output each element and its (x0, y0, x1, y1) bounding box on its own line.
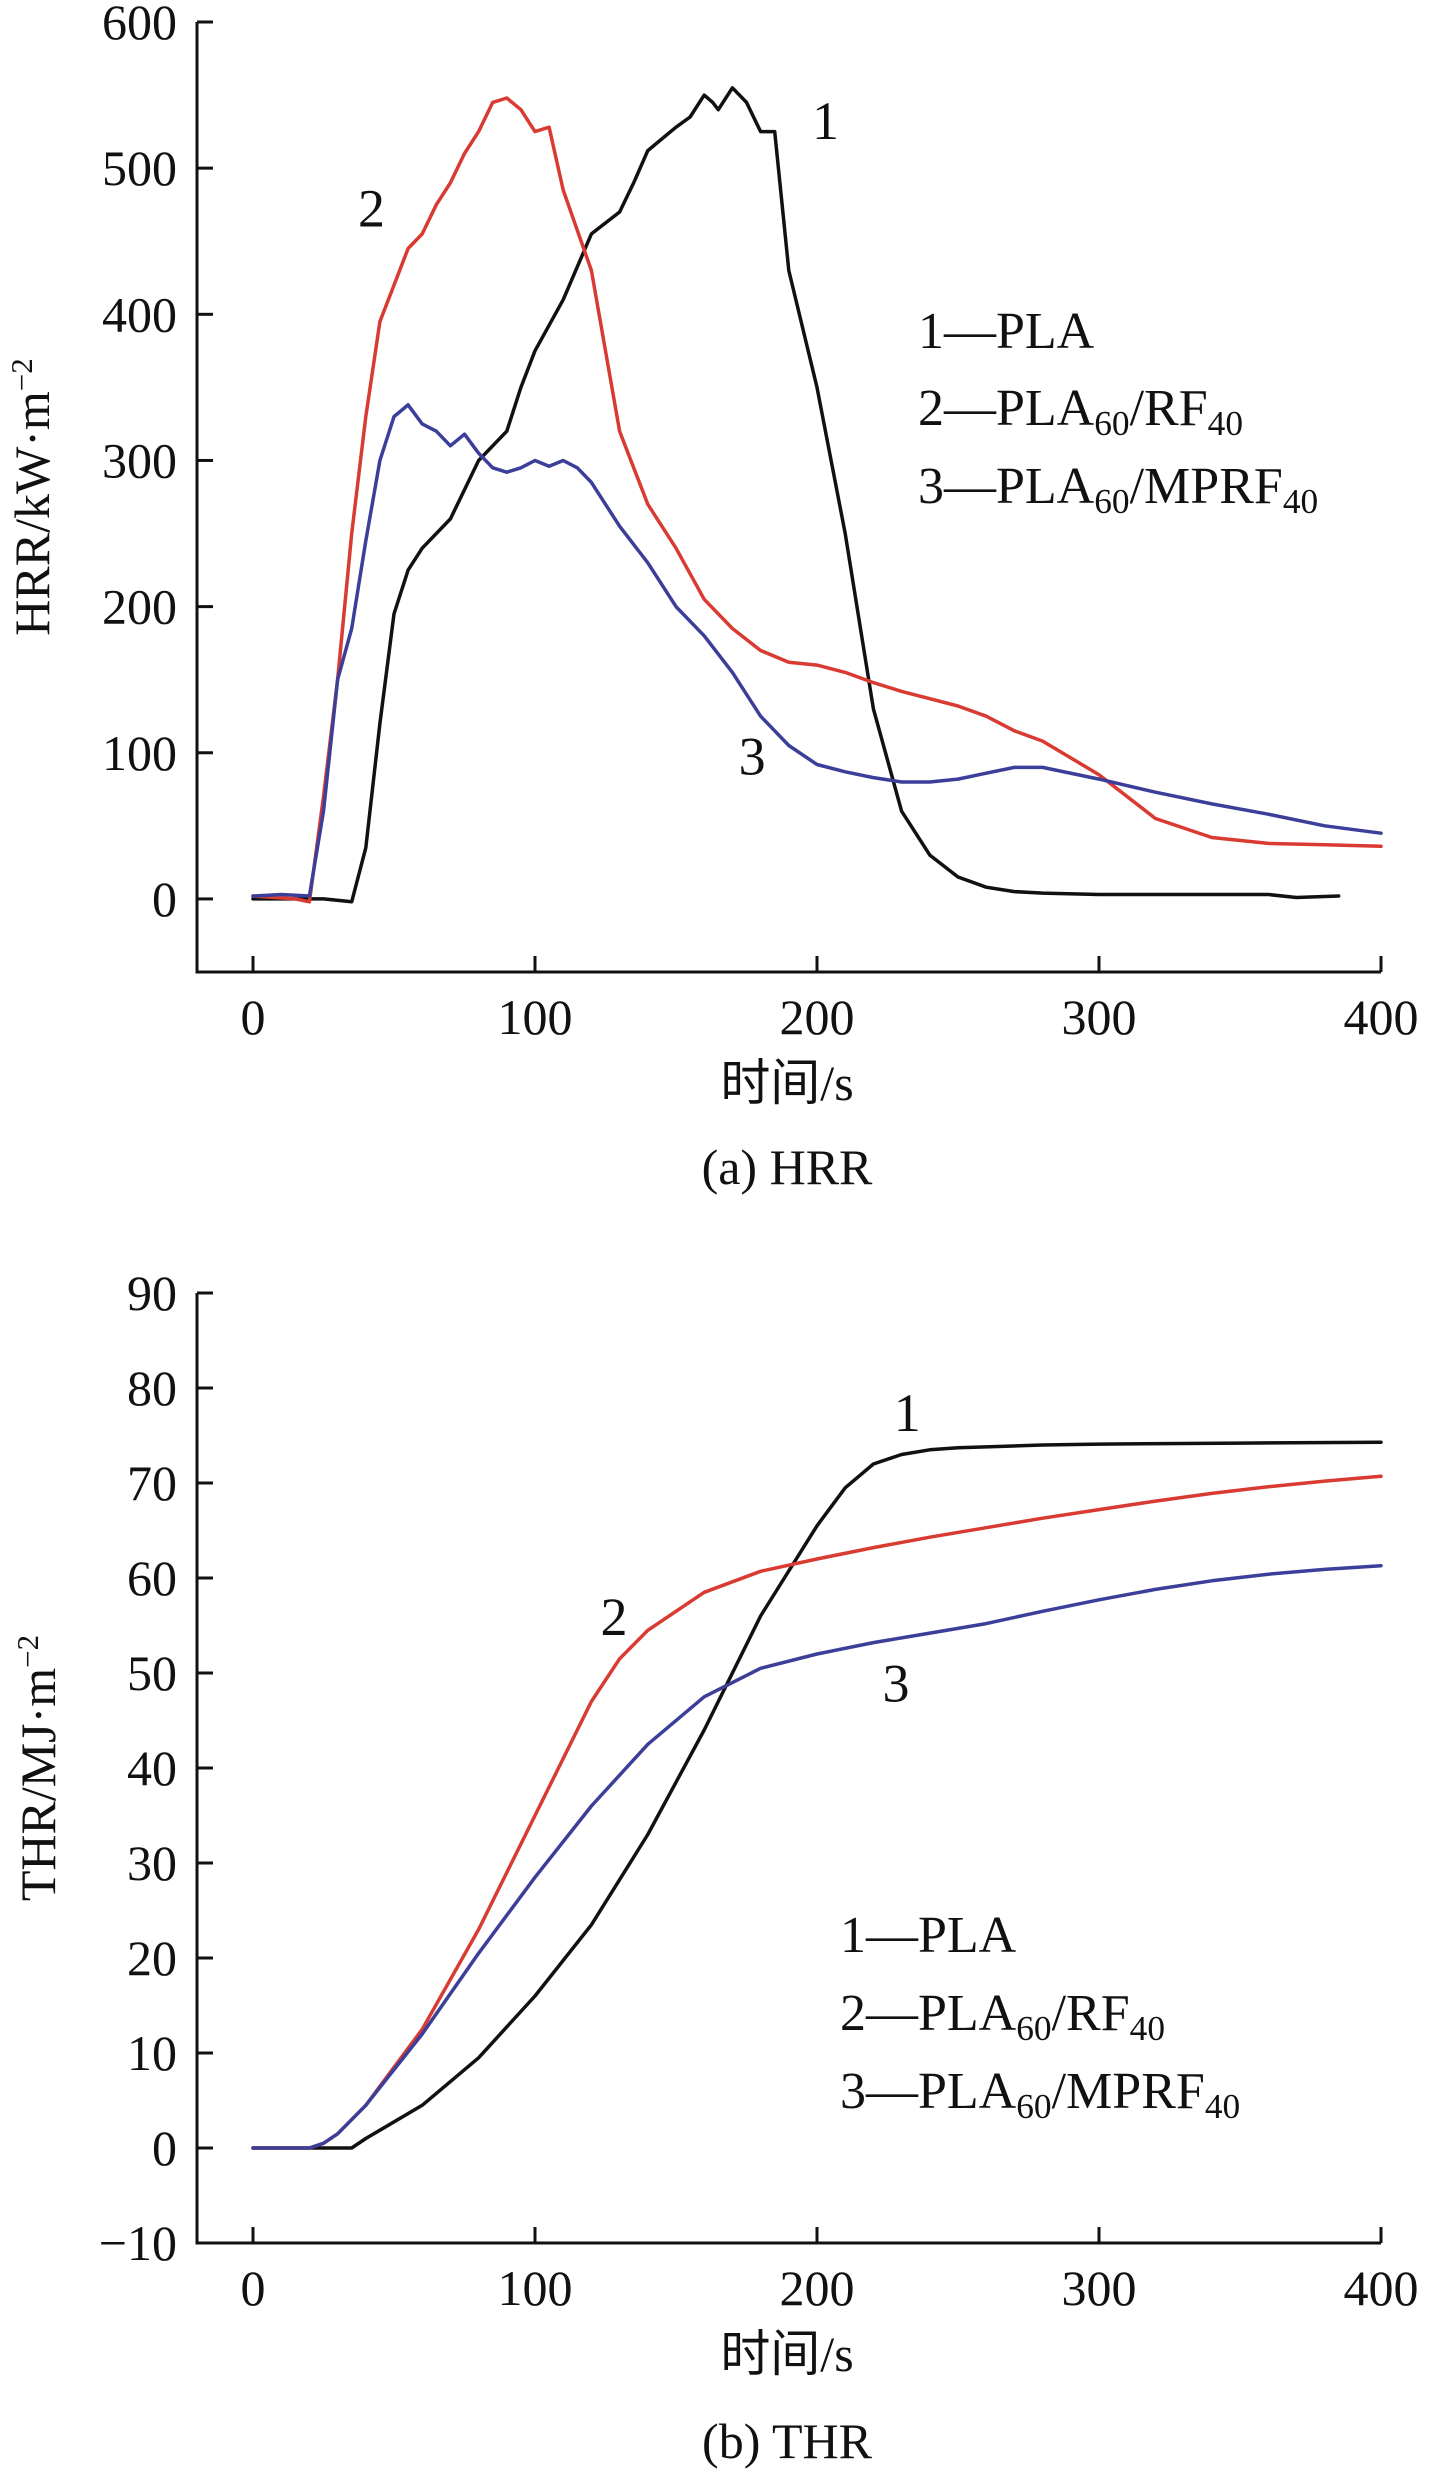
y-axis-title: HRR/kW·m−2 (4, 358, 60, 635)
legend-entry: 3—PLA60/MPRF40 (840, 2063, 1240, 2126)
chart-caption: (a) HRR (702, 1139, 873, 1195)
x-axis-title: 时间/s (720, 2326, 853, 2382)
chart-thr: −10 0 10 20 30 40 50 60 70 80 90 0 100 200 300 400 1 2 3 1—… (10, 1265, 1419, 2469)
x-tick-label: 200 (780, 2260, 855, 2316)
x-tick-label: 300 (1062, 989, 1137, 1045)
y-tick-label: 0 (152, 2120, 177, 2176)
x-tick-label: 300 (1062, 2260, 1137, 2316)
y-tick-label: 500 (102, 140, 177, 196)
x-tick-label: 0 (241, 989, 266, 1045)
curve-label-1: 1 (812, 91, 839, 151)
y-tick-label: 70 (127, 1455, 177, 1511)
curve-label-1: 1 (894, 1383, 921, 1443)
y-tick-label: −10 (99, 2215, 177, 2271)
x-tick-label: 100 (498, 989, 573, 1045)
chart-caption: (b) THR (702, 2413, 873, 2469)
x-tick-label: 400 (1344, 2260, 1419, 2316)
x-tick-label: 400 (1344, 989, 1419, 1045)
chart-hrr: 0 100 200 300 400 500 600 0 100 200 300 400 1 2 3 1—PLA… (4, 0, 1419, 1195)
series-line-2 (251, 96, 1383, 904)
series-line-3 (251, 403, 1383, 898)
y-tick-label: 20 (127, 1930, 177, 1986)
y-tick-label: 50 (127, 1645, 177, 1701)
y-tick-label: 90 (127, 1265, 177, 1321)
y-tick-label: 10 (127, 2025, 177, 2081)
axes-frame (195, 22, 1381, 974)
series-line-1 (251, 86, 1341, 904)
curve-label-2: 2 (358, 179, 385, 239)
y-tick-label: 300 (102, 432, 177, 488)
x-tick-label: 100 (498, 2260, 573, 2316)
legend-entry: 1—PLA (840, 1907, 1017, 1964)
y-tick-label: 40 (127, 1740, 177, 1796)
y-tick-label: 60 (127, 1550, 177, 1606)
legend-entry: 2—PLA60/RF40 (840, 1985, 1165, 2048)
legend: 1—PLA 2—PLA60/RF40 3—PLA60/MPRF40 (918, 303, 1318, 521)
legend-entry: 3—PLA60/MPRF40 (918, 458, 1318, 521)
curve-label-3: 3 (882, 1654, 909, 1714)
y-tick-label: 200 (102, 579, 177, 635)
y-axis-title: THR/MJ·m−2 (10, 1635, 66, 1901)
series-line-2 (251, 1474, 1383, 2150)
curve-label-2: 2 (600, 1587, 627, 1647)
y-tick-label: 30 (127, 1835, 177, 1891)
series-line-1 (251, 1440, 1383, 2150)
x-axis-title: 时间/s (720, 1055, 853, 1111)
y-tick-label: 100 (102, 725, 177, 781)
legend-entry: 1—PLA (918, 303, 1095, 360)
y-tick-label: 0 (152, 871, 177, 927)
y-tick-label: 80 (127, 1360, 177, 1416)
series-line-3 (251, 1563, 1383, 2150)
y-tick-label: 400 (102, 286, 177, 342)
legend-entry: 2—PLA60/RF40 (918, 380, 1243, 443)
x-tick-label: 200 (780, 989, 855, 1045)
legend: 1—PLA 2—PLA60/RF40 3—PLA60/MPRF40 (840, 1907, 1240, 2126)
x-tick-label: 0 (241, 2260, 266, 2316)
curve-label-3: 3 (739, 727, 766, 787)
y-tick-label: 600 (102, 0, 177, 50)
